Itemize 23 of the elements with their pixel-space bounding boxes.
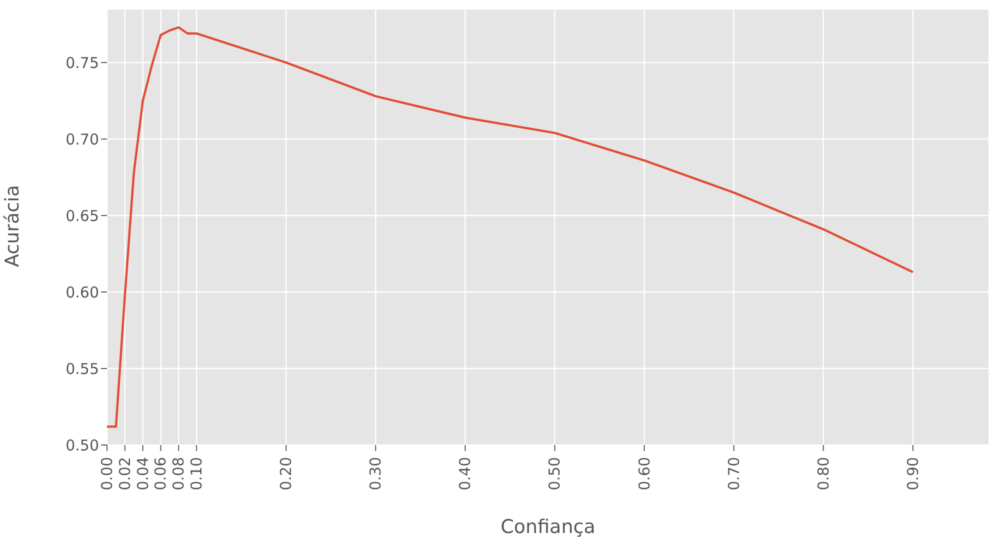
x-tick-label: 0.00 [98,457,116,490]
y-tick-label: 0.50 [66,436,99,454]
x-tick-label: 0.40 [456,457,474,490]
x-tick-label: 0.06 [152,457,170,490]
y-tick-label: 0.60 [66,283,99,302]
x-axis-title: Confiança [500,516,596,537]
x-tick-label: 0.10 [188,457,206,490]
y-tick-label: 0.55 [66,360,99,378]
x-tick-label: 0.30 [366,457,385,490]
x-tick-label: 0.80 [814,457,832,490]
x-tick-label: 0.02 [116,457,134,490]
x-tick-label: 0.20 [277,457,296,490]
x-tick-label: 0.70 [724,457,743,490]
y-tick-label: 0.70 [66,130,99,148]
x-tick-label: 0.50 [546,457,564,490]
x-tick-label: 0.60 [635,457,654,490]
y-tick-label: 0.75 [66,54,99,72]
x-tick-label: 0.08 [170,457,188,490]
x-tick-label: 0.04 [134,457,152,490]
y-tick-label: 0.65 [66,206,99,225]
x-tick-label: 0.90 [904,457,922,490]
line-series [107,26,914,428]
y-axis-title: Acurácia [2,185,24,267]
